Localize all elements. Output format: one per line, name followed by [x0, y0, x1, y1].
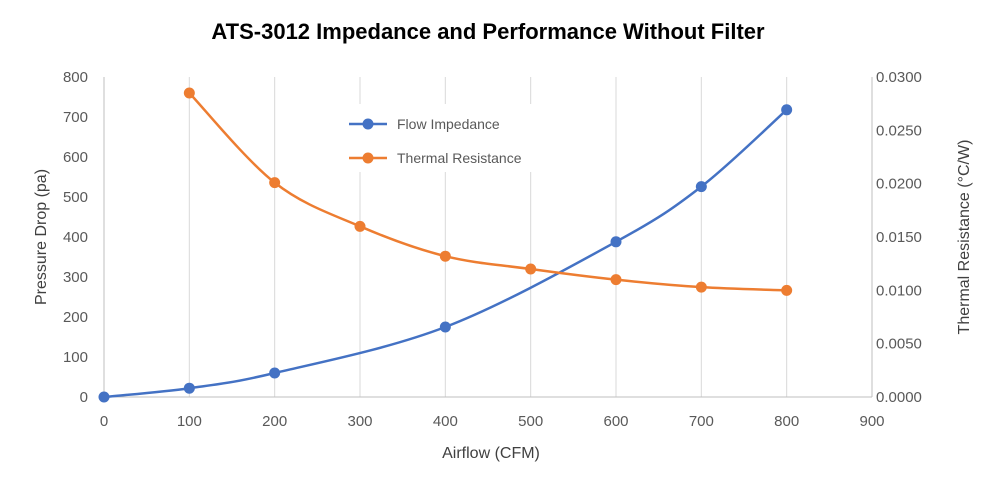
- data-point: [610, 236, 622, 248]
- y-tick-label: 300: [63, 269, 88, 286]
- legend: Flow Impedance Thermal Resistance: [340, 104, 546, 172]
- y-tick-label: 100: [63, 349, 88, 366]
- y2-tick-label: 0.0100: [876, 282, 922, 299]
- data-point: [695, 281, 707, 293]
- legend-item-flow-impedance: Flow Impedance: [349, 116, 500, 132]
- y-tick-label: 800: [63, 69, 88, 86]
- y-tick-label: 700: [63, 109, 88, 126]
- y-tick-label: 200: [63, 309, 88, 326]
- chart-title: ATS-3012 Impedance and Performance Witho…: [211, 19, 765, 44]
- x-tick-label: 800: [774, 413, 799, 430]
- x-tick-label: 100: [177, 413, 202, 430]
- y-tick-label: 500: [63, 189, 88, 206]
- x-tick-label: 300: [347, 413, 372, 430]
- y2-tick-label: 0.0300: [876, 69, 922, 86]
- series-flow-impedance: [98, 104, 793, 403]
- series-thermal-resistance: [183, 87, 793, 296]
- data-point: [781, 104, 793, 116]
- x-tick-label: 600: [603, 413, 628, 430]
- x-axis-label: Airflow (CFM): [442, 445, 540, 462]
- x-tick-label: 400: [433, 413, 458, 430]
- data-point: [525, 263, 537, 275]
- data-point: [98, 391, 110, 403]
- y2-tick-label: 0.0150: [876, 229, 922, 246]
- plot-area: [98, 87, 793, 403]
- data-point: [439, 321, 451, 333]
- data-point: [610, 274, 622, 286]
- axes: 0 100 200 300 400 500 600 700 800 900 0 100 200 300 40…: [63, 69, 922, 430]
- x-tick-label: 200: [262, 413, 287, 430]
- y-tick-label: 400: [63, 229, 88, 246]
- y-axis-label: Pressure Drop (pa): [33, 169, 50, 305]
- legend-background: [340, 104, 546, 172]
- data-point: [439, 250, 451, 262]
- data-point: [781, 284, 793, 296]
- x-tick-label: 700: [689, 413, 714, 430]
- y-tick-label: 0: [80, 389, 88, 406]
- y2-tick-label: 0.0000: [876, 389, 922, 406]
- x-tick-label: 500: [518, 413, 543, 430]
- legend-item-thermal-resistance: Thermal Resistance: [349, 150, 522, 166]
- x-tick-label: 0: [100, 413, 108, 430]
- y2-axis-label: Thermal Resistance (°C/W): [956, 140, 973, 335]
- legend-swatch-marker: [362, 118, 374, 130]
- legend-label: Flow Impedance: [397, 116, 500, 132]
- y2-tick-label: 0.0200: [876, 176, 922, 193]
- data-point: [354, 220, 366, 232]
- x-tick-label: 900: [859, 413, 884, 430]
- data-point: [183, 382, 195, 394]
- data-point: [183, 87, 195, 99]
- data-point: [269, 367, 281, 379]
- y-tick-label: 600: [63, 149, 88, 166]
- legend-swatch-marker: [362, 152, 374, 164]
- data-point: [695, 181, 707, 193]
- y2-tick-label: 0.0250: [876, 122, 922, 139]
- legend-label: Thermal Resistance: [397, 150, 522, 166]
- data-point: [269, 177, 281, 189]
- y2-tick-label: 0.0050: [876, 336, 922, 353]
